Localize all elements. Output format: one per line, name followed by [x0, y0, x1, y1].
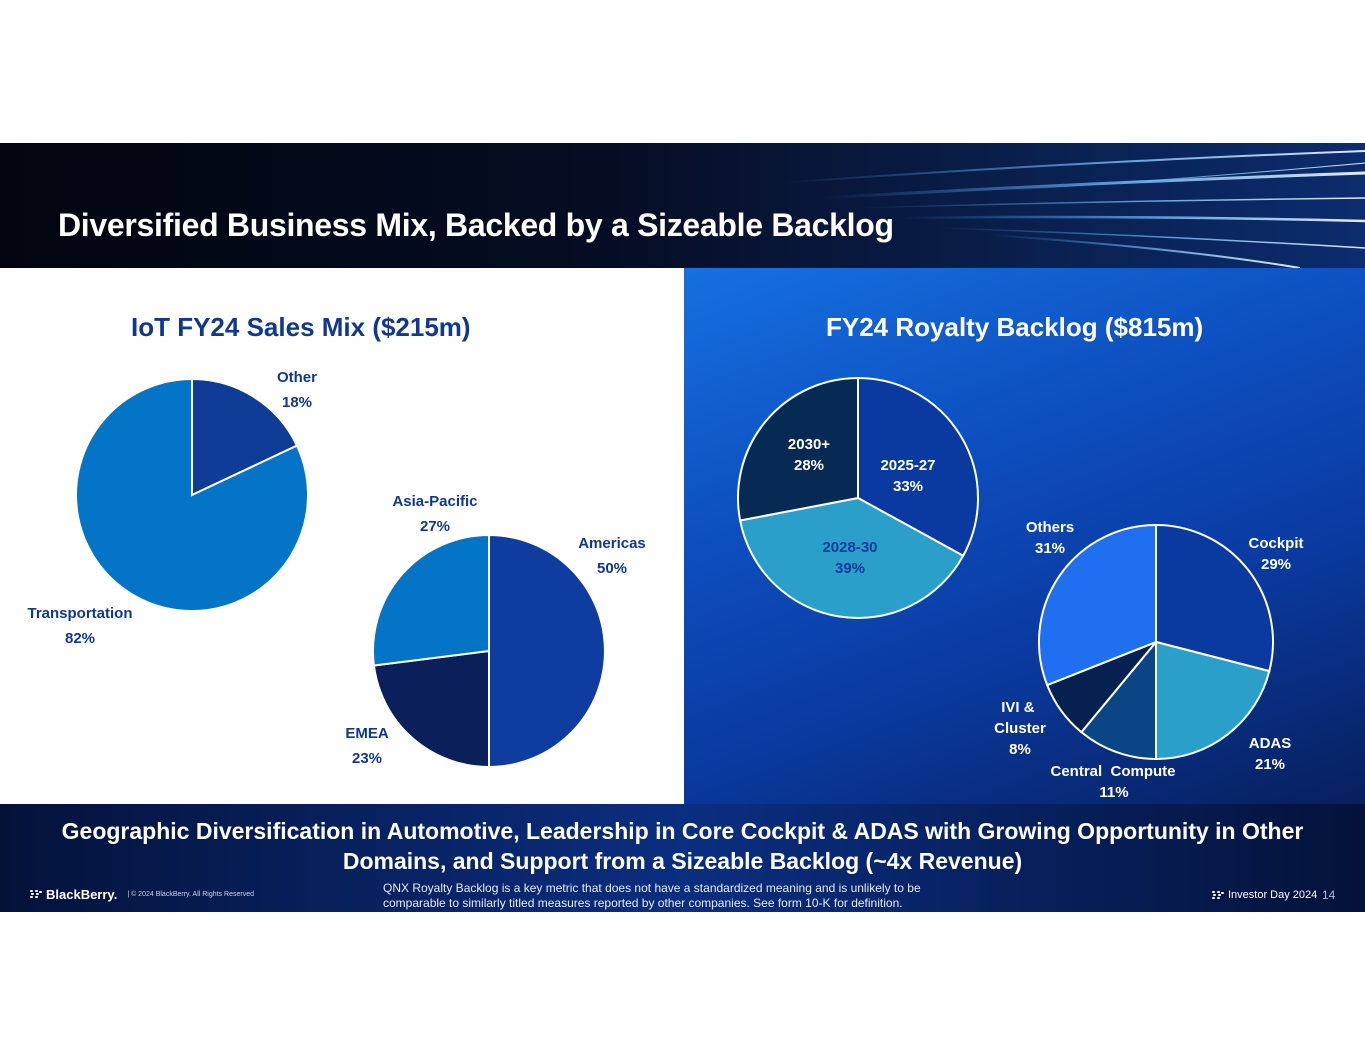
light-streaks-decoration: [779, 150, 1365, 268]
backlog-years-pie: [737, 376, 979, 619]
label-americas: Americas: [578, 535, 646, 552]
blackberry-dots-icon: [1212, 890, 1224, 900]
backlog-chart-title: FY24 Royalty Backlog ($815m): [826, 312, 1204, 342]
backlog-labels: 2025-27 33% 2028-30 39% 2030+ 28% Cockpi…: [788, 436, 1304, 801]
tagline-line-2: Domains, and Support from a Sizeable Bac…: [342, 848, 1023, 874]
label-transportation: Transportation: [27, 605, 132, 622]
page-number: 14: [1322, 888, 1336, 902]
label-2030plus-value: 28%: [794, 457, 824, 474]
iot-sales-pie-chart: Other 18% Transportation 82% Asia-Pacifi…: [27, 369, 646, 769]
event-name: Investor Day 2024: [1228, 889, 1318, 901]
label-central-compute: Central Compute: [1050, 763, 1175, 780]
copyright: | © 2024 BlackBerry. All Rights Reserved: [127, 891, 254, 898]
label-americas-value: 50%: [597, 560, 627, 577]
iot-sales-panel: IoT FY24 Sales Mix ($215m) Other 18% Tra…: [0, 268, 684, 804]
label-2025-27-value: 33%: [893, 478, 923, 495]
pie-slice-2028-30: [738, 496, 965, 619]
pie-slice-adas: [1155, 640, 1271, 761]
pie-slice-2030: [737, 376, 859, 522]
label-2030plus: 2030+: [788, 436, 830, 453]
label-cockpit-value: 29%: [1261, 556, 1291, 573]
label-adas: ADAS: [1249, 735, 1292, 752]
slide: Diversified Business Mix, Backed by a Si…: [0, 143, 1365, 912]
pie-slice-other: [191, 377, 299, 497]
label-others: Others: [1026, 519, 1074, 536]
page-title: Diversified Business Mix, Backed by a Si…: [58, 207, 894, 243]
label-central-compute-value: 11%: [1099, 784, 1128, 801]
pie-slice-others: [1038, 523, 1157, 687]
label-others-value: 31%: [1035, 540, 1065, 557]
label-2025-27: 2025-27: [880, 457, 935, 474]
footer-band: Geographic Diversification in Automotive…: [0, 804, 1365, 912]
tagline-line-1: Geographic Diversification in Automotive…: [61, 818, 1304, 844]
label-emea-value: 23%: [352, 750, 382, 767]
label-2028-30-value: 39%: [835, 560, 865, 577]
label-asia-pacific: Asia-Pacific: [392, 493, 477, 510]
label-other: Other: [277, 369, 317, 386]
disclaimer: QNX Royalty Backlog is a key metric that…: [383, 881, 921, 910]
iot-labels: Other 18% Transportation 82% Asia-Pacifi…: [27, 369, 645, 767]
backlog-pie-chart: 2025-27 33% 2028-30 39% 2030+ 28% Cockpi…: [737, 376, 1304, 801]
backlog-domains-pie: [1038, 523, 1274, 761]
label-cockpit: Cockpit: [1248, 535, 1303, 552]
pie-slice-2025-27: [857, 376, 979, 558]
label-ivi-cluster-value: 8%: [1009, 741, 1031, 758]
header-banner: Diversified Business Mix, Backed by a Si…: [0, 143, 1365, 268]
pie-slice-cockpit: [1155, 523, 1274, 673]
event-label: Investor Day 2024: [1212, 889, 1317, 901]
label-ivi-cluster: IVI & Cluster: [994, 699, 1046, 737]
pie-slice-transportation: [75, 377, 309, 612]
iot-sales-pie: [75, 377, 309, 612]
brand-name: BlackBerry.: [46, 887, 118, 902]
label-transportation-value: 82%: [65, 630, 95, 647]
label-adas-value: 21%: [1255, 756, 1285, 773]
pie-slice-asia-pacific: [372, 533, 490, 667]
pie-slice-emea: [372, 649, 490, 769]
blackberry-dots-icon: [30, 890, 42, 899]
brand-logo: BlackBerry. | © 2024 BlackBerry. All Rig…: [30, 887, 254, 902]
iot-chart-title: IoT FY24 Sales Mix ($215m): [131, 312, 471, 342]
pie-slice-americas: [488, 533, 606, 769]
label-other-value: 18%: [282, 394, 312, 411]
region-pie: [372, 533, 606, 769]
label-asia-pacific-value: 27%: [420, 518, 450, 535]
label-2028-30: 2028-30: [822, 539, 877, 556]
label-emea: EMEA: [345, 725, 389, 742]
royalty-backlog-panel: FY24 Royalty Backlog ($815m) 2025-27 33%…: [684, 268, 1365, 804]
pie-slice-central-compute: [1080, 639, 1157, 761]
tagline: Geographic Diversification in Automotive…: [0, 816, 1365, 876]
